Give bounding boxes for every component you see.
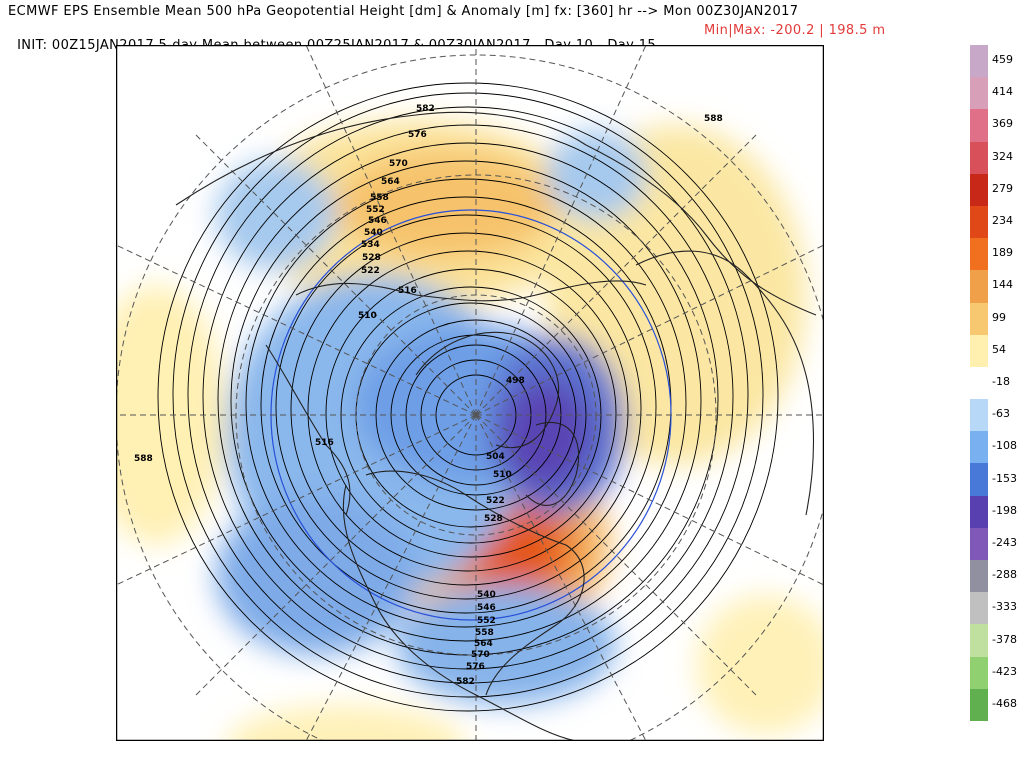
colorbar-tick-label: 324 — [992, 149, 1013, 163]
colorbar-segment — [970, 109, 988, 143]
contour-label: 570 — [471, 650, 490, 660]
contour-label: 564 — [381, 177, 400, 187]
contour-label: 510 — [358, 311, 377, 321]
contour-label: 504 — [486, 452, 505, 462]
negative-anomaly-alaska — [216, 495, 416, 655]
colorbar-segment — [970, 527, 988, 561]
colorbar-segment — [970, 366, 988, 400]
colorbar-tick-label: -18 — [992, 375, 1010, 388]
negative-anomaly-asia — [546, 130, 646, 220]
contour-label: 552 — [477, 616, 496, 626]
colorbar-tick-label: 459 — [992, 53, 1013, 66]
colorbar-segment — [970, 173, 988, 207]
colorbar-tick-label: -288 — [992, 568, 1017, 582]
contour-label: 588 — [134, 454, 153, 464]
colorbar-tick-label: -63 — [992, 407, 1010, 421]
contour-label: 582 — [456, 677, 475, 687]
colorbar-tick-label: -243 — [992, 536, 1017, 549]
contour-label: 582 — [416, 104, 435, 114]
contour-label: 576 — [408, 130, 427, 140]
colorbar-tick-label: 99 — [992, 310, 1006, 324]
contour-label: 522 — [361, 266, 380, 276]
colorbar-tick-label: -153 — [992, 471, 1017, 485]
colorbar-segment — [970, 302, 988, 336]
colorbar-tick-label: -378 — [992, 632, 1017, 646]
colorbar-segment — [970, 399, 988, 432]
colorbar-tick-label: 369 — [992, 117, 1013, 131]
coastlines — [175, 111, 817, 741]
contour-label: 522 — [486, 496, 505, 506]
contour-label: 564 — [474, 639, 493, 649]
colorbar-tick-label: -333 — [992, 600, 1017, 614]
colorbar-tick-label: -468 — [992, 697, 1017, 710]
colorbar-tick-label: -108 — [992, 439, 1017, 453]
lat-lon-grid — [116, 45, 824, 741]
polar-stereographic-map: 582 576 570 564 558 552 546 540 534 528 … — [116, 45, 824, 741]
colorbar-segment — [970, 463, 988, 497]
positive-anomaly-south — [226, 705, 466, 741]
colorbar-segment — [970, 431, 988, 464]
colorbar-tick-label: -198 — [992, 503, 1017, 517]
colorbar-segment — [970, 77, 988, 110]
positive-anomaly-eurasia-core — [336, 150, 556, 260]
map-svg: 582 576 570 564 558 552 546 540 534 528 … — [116, 45, 824, 741]
negative-anomaly-us — [396, 585, 616, 705]
colorbar-segment — [970, 495, 988, 529]
contour-label: 546 — [477, 603, 496, 613]
contour-label: 558 — [370, 193, 389, 203]
contour-label: 516 — [398, 286, 417, 296]
colorbar-segment — [970, 270, 988, 304]
colorbar-tick-label: 54 — [992, 342, 1006, 356]
min-max-anomaly: Min|Max: -200.2 | 198.5 m — [704, 23, 886, 38]
map-border — [116, 45, 824, 741]
positive-anomaly-southeast — [696, 595, 824, 735]
colorbar-tick-label: 414 — [992, 85, 1013, 99]
colorbar-segment — [970, 45, 988, 78]
colorbar-tick-label: 234 — [992, 214, 1013, 227]
colorbar-segment — [970, 205, 988, 239]
contour-label: 540 — [477, 590, 496, 600]
contour-label: 546 — [368, 216, 387, 226]
contour-label: 510 — [493, 470, 512, 480]
contour-label: 576 — [466, 662, 485, 672]
colorbar-segment — [970, 141, 988, 175]
contour-label: 528 — [484, 514, 503, 524]
contour-label: 528 — [362, 253, 381, 263]
contour-label: 558 — [475, 628, 494, 638]
anomaly-colorbar — [970, 45, 988, 722]
contour-label: 540 — [364, 228, 383, 238]
contour-label: 588 — [704, 114, 723, 124]
colorbar-segment — [970, 560, 988, 593]
colorbar-segment — [970, 334, 988, 368]
colorbar-tick-label: 279 — [992, 181, 1013, 195]
colorbar-tick-label: 189 — [992, 246, 1013, 260]
colorbar-segment — [970, 624, 988, 658]
colorbar-tick-label: -423 — [992, 664, 1017, 678]
colorbar-segment — [970, 592, 988, 625]
colorbar-segment — [970, 656, 988, 690]
negative-anomaly-core — [501, 380, 591, 490]
contour-label: 552 — [366, 205, 385, 215]
contour-labels: 582 576 570 564 558 552 546 540 534 528 … — [134, 104, 723, 687]
colorbar-segment — [970, 688, 988, 722]
contour-label: 570 — [389, 159, 408, 169]
contour-label: 516 — [315, 438, 334, 448]
chart-title-line-1: ECMWF EPS Ensemble Mean 500 hPa Geopoten… — [8, 4, 799, 19]
colorbar-segment — [970, 238, 988, 271]
colorbar-tick-label: 144 — [992, 278, 1013, 292]
contour-label: 534 — [361, 240, 380, 250]
contour-label: 498 — [506, 376, 525, 386]
